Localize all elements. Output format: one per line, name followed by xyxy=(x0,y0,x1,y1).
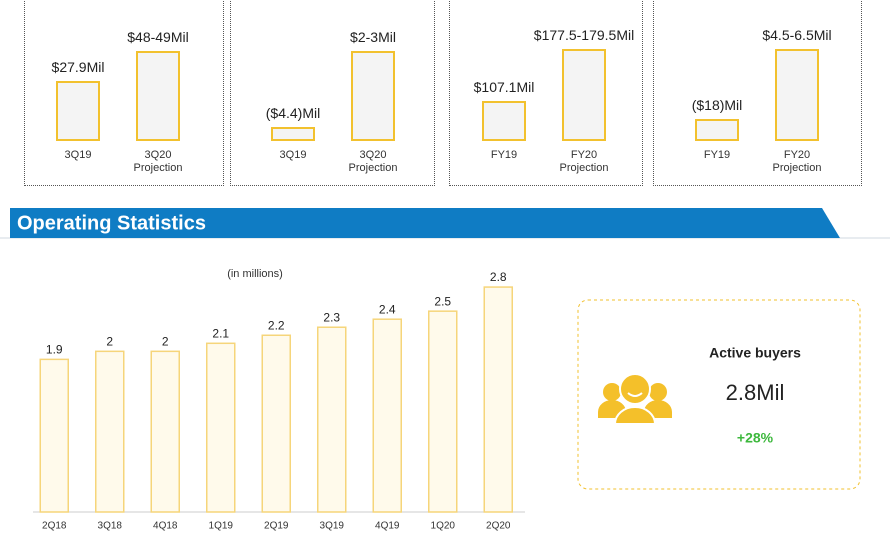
category-label: FY20 Projection xyxy=(559,149,609,174)
bar-shape xyxy=(695,119,739,141)
bar-shape xyxy=(271,127,315,141)
x-tick-label: 3Q19 xyxy=(320,521,345,532)
value-label: 2.3 xyxy=(323,310,340,324)
value-label: 2.1 xyxy=(212,326,229,340)
x-tick-label: 2Q20 xyxy=(486,521,511,532)
bar xyxy=(261,334,291,513)
bar-shape xyxy=(351,51,395,141)
bar-shape xyxy=(136,51,180,141)
bar xyxy=(372,318,402,513)
bar xyxy=(483,286,513,513)
category-label: 3Q19 xyxy=(64,149,92,161)
highlight-panel: $27.9Mil 3Q19 $48-49Mil 3Q20 Projection xyxy=(24,0,224,186)
value-label: 2 xyxy=(162,335,169,349)
buyers-icon xyxy=(598,373,672,425)
category-label: 3Q19 xyxy=(279,149,307,161)
value-label: 1.9 xyxy=(46,343,63,357)
value-label: ($4.4)Mil xyxy=(265,105,321,121)
value-label: 2.8 xyxy=(490,270,507,284)
section-title: Operating Statistics xyxy=(17,212,206,234)
chart-subtitle: (in millions) xyxy=(227,268,283,280)
highlight-panel: ($18)Mil FY19 $4.5-6.5Mil FY20 Projection xyxy=(653,0,862,186)
bar-shape xyxy=(562,49,606,141)
bar-shape xyxy=(775,49,819,141)
x-tick-label: 2Q19 xyxy=(264,521,289,532)
card-change: +28% xyxy=(737,430,774,446)
bar xyxy=(150,350,180,513)
bar xyxy=(95,350,125,513)
value-label: 2.5 xyxy=(434,294,451,308)
x-tick-label: 1Q19 xyxy=(209,521,234,532)
category-label: 3Q20 Projection xyxy=(348,149,398,174)
value-label: $48-49Mil xyxy=(127,29,189,45)
value-label: ($18)Mil xyxy=(691,97,743,113)
bar xyxy=(39,358,69,513)
value-label: $27.9Mil xyxy=(51,59,105,75)
value-label: 2 xyxy=(106,335,113,349)
card-value: 2.8Mil xyxy=(726,380,785,405)
value-label: $4.5-6.5Mil xyxy=(762,27,832,43)
section-banner xyxy=(10,208,840,238)
x-tick-label: 1Q20 xyxy=(431,521,456,532)
highlight-panel: $107.1Mil FY19 $177.5-179.5Mil FY20 Project… xyxy=(449,0,643,186)
category-label: FY20 Projection xyxy=(772,149,822,174)
bar xyxy=(317,326,347,513)
value-label: $107.1Mil xyxy=(473,79,535,95)
value-label: $177.5-179.5Mil xyxy=(533,27,635,43)
bar xyxy=(428,310,458,513)
x-tick-label: 4Q19 xyxy=(375,521,400,532)
x-tick-label: 3Q18 xyxy=(98,521,123,532)
highlight-panel: ($4.4)Mil 3Q19 $2-3Mil 3Q20 Projection xyxy=(230,0,435,186)
value-label: 2.4 xyxy=(379,302,396,316)
x-tick-label: 2Q18 xyxy=(42,521,67,532)
stat-card xyxy=(577,299,861,490)
x-tick-label: 4Q18 xyxy=(153,521,178,532)
value-label: 2.2 xyxy=(268,318,285,332)
category-label: 3Q20 Projection xyxy=(133,149,183,174)
category-label: FY19 xyxy=(703,149,731,161)
bar-shape xyxy=(482,101,526,141)
value-label: $2-3Mil xyxy=(350,29,396,45)
card-title: Active buyers xyxy=(709,345,801,361)
category-label: FY19 xyxy=(490,149,518,161)
bar-shape xyxy=(56,81,100,141)
bar xyxy=(206,342,236,513)
